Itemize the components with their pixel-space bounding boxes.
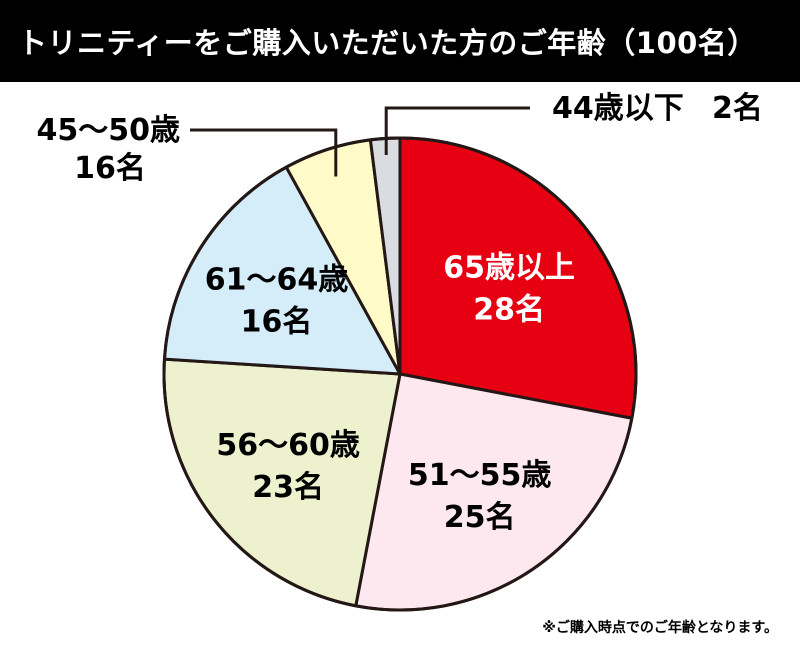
callout-line-5: [384, 106, 530, 155]
slice-label-1: 51～55歳: [408, 458, 552, 493]
slice-label-0: 65歳以上: [443, 251, 575, 286]
slice-value-1: 25名: [444, 500, 516, 535]
chart-title-bar: トリニティーをご購入いただいた方のご年齢（100名）: [0, 0, 800, 82]
chart-title: トリニティーをご購入いただいた方のご年齢（100名）: [18, 26, 757, 60]
slice-value-3: 16名: [241, 305, 313, 340]
callout-line-4: [190, 128, 338, 177]
slice-value-0: 28名: [473, 293, 545, 328]
slice-value-2: 23名: [252, 470, 324, 505]
slice-value-4: 16名: [74, 151, 146, 186]
slice-label-4: 45～50歳: [37, 113, 181, 148]
slice-label-5: 44歳以下: [552, 91, 684, 126]
slice-label-2: 56～60歳: [216, 428, 360, 463]
slice-label-3: 61～64歳: [205, 263, 349, 298]
footnote: ※ご購入時点でのご年齢となります。: [542, 620, 778, 636]
pie-outline: [162, 136, 638, 612]
slice-value-5: 2名: [712, 91, 763, 126]
